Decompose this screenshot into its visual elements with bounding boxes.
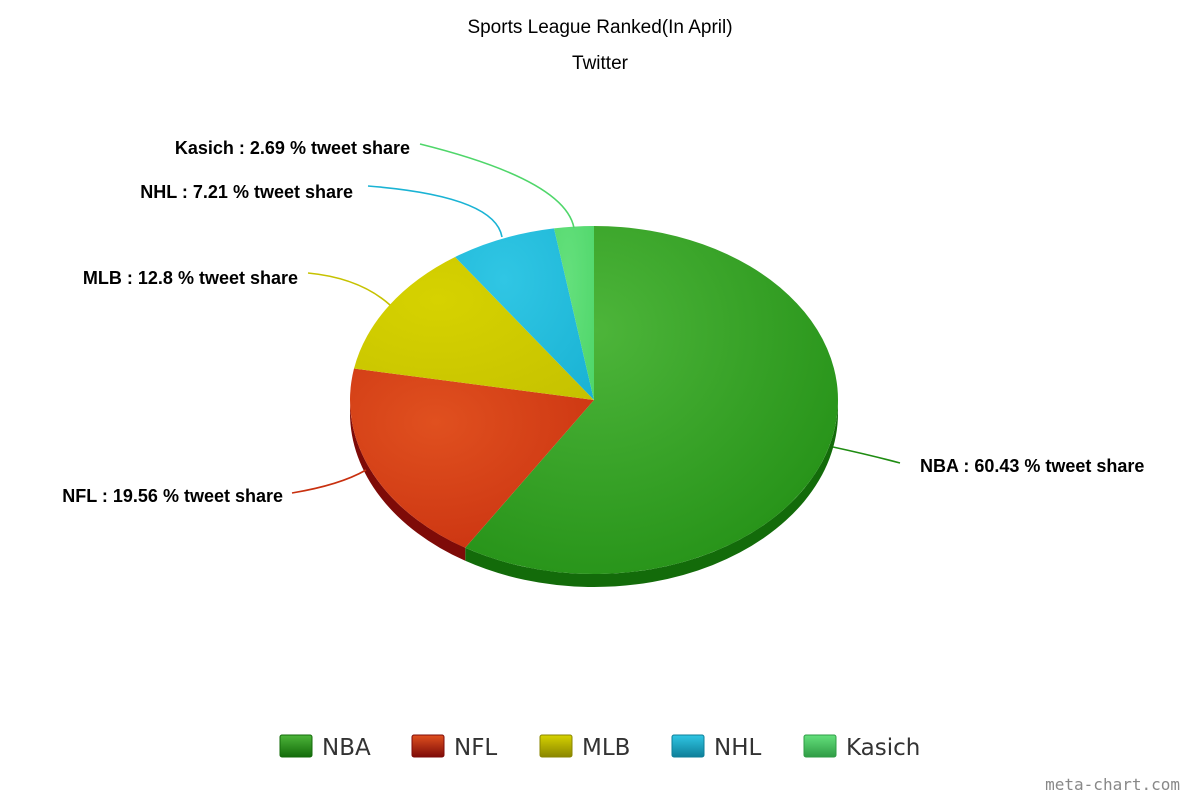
slice-label-mlb: MLB : 12.8 % tweet share <box>83 268 298 288</box>
legend: NBA NFL MLB NHL Kasich <box>279 734 920 761</box>
legend-swatch-nba <box>279 734 313 758</box>
pie-slice-mlb[interactable] <box>354 256 594 400</box>
pie-slices <box>350 226 838 574</box>
legend-swatch-nhl <box>671 734 705 758</box>
slice-label-nhl: NHL : 7.21 % tweet share <box>140 182 353 202</box>
label-connectors <box>291 143 901 494</box>
pie-slice-nba[interactable] <box>465 226 838 574</box>
legend-item-nfl[interactable]: NFL <box>411 734 497 761</box>
connector-nba <box>832 446 901 464</box>
legend-item-mlb[interactable]: MLB <box>539 734 630 761</box>
slice-labels: NBA : 60.43 % tweet share NFL : 19.56 % t… <box>62 138 1144 506</box>
slice-label-nba: NBA : 60.43 % tweet share <box>920 456 1144 476</box>
legend-item-nba[interactable]: NBA <box>279 734 371 761</box>
legend-swatch-kasich <box>803 734 837 758</box>
slice-label-kasich: Kasich : 2.69 % tweet share <box>175 138 410 158</box>
legend-label-nhl: NHL <box>714 735 762 761</box>
connector-nfl <box>291 469 367 494</box>
credit-text: meta-chart.com <box>1045 775 1180 794</box>
chart-title: Sports League Ranked(In April) <box>467 17 732 38</box>
pie-slice-kasich[interactable] <box>554 226 594 400</box>
legend-label-nba: NBA <box>322 735 371 761</box>
legend-swatch-nfl <box>411 734 445 758</box>
chart-subtitle: Twitter <box>572 53 629 74</box>
connector-nhl <box>367 185 503 238</box>
legend-label-nfl: NFL <box>454 735 497 761</box>
legend-label-mlb: MLB <box>582 735 630 761</box>
legend-swatch-mlb <box>539 734 573 758</box>
pie-depth <box>350 400 838 587</box>
pie-side-nba <box>465 400 838 587</box>
connector-kasich <box>419 143 575 229</box>
legend-label-kasich: Kasich <box>846 735 920 761</box>
legend-item-kasich[interactable]: Kasich <box>803 734 920 761</box>
pie-side-nfl <box>350 400 466 561</box>
legend-item-nhl[interactable]: NHL <box>671 734 762 761</box>
pie-slice-nfl[interactable] <box>350 368 594 548</box>
connector-mlb <box>307 272 391 306</box>
pie-slice-nhl[interactable] <box>455 228 594 400</box>
slice-label-nfl: NFL : 19.56 % tweet share <box>62 486 283 506</box>
